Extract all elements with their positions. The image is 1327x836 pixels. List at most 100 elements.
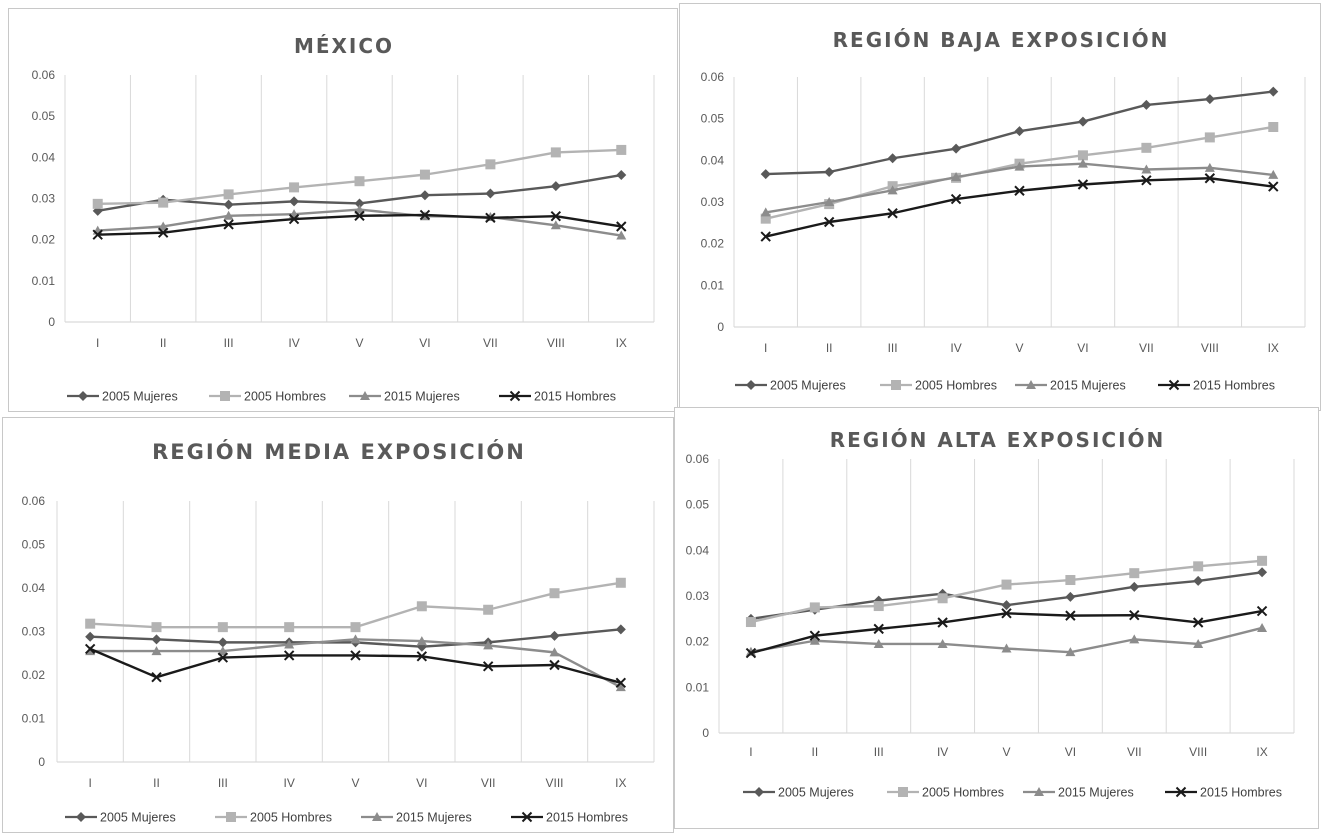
legend-marker-2015-mujeres-baja (1026, 380, 1036, 389)
data-point-2005-mujeres-media (85, 631, 96, 642)
data-point-2005-hombres-alta (1193, 561, 1204, 572)
y-tick-alta: 0.01 (686, 680, 710, 694)
data-point-2015-mujeres-baja (760, 207, 771, 217)
data-point-2015-mujeres-mexico (158, 221, 169, 231)
series-2015-mujeres-alta (745, 622, 1268, 657)
data-point-2015-hombres-mexico (550, 210, 562, 222)
data-point-2005-mujeres-baja (1014, 126, 1025, 137)
data-point-2005-hombres-mexico (223, 189, 234, 200)
y-tick-mexico: 0.02 (32, 233, 56, 247)
data-point-2005-mujeres-media (549, 630, 560, 641)
data-point-2005-hombres-baja (1268, 122, 1279, 132)
data-point-2015-hombres-alta (1065, 610, 1076, 621)
data-point-2015-hombres-media (482, 661, 494, 672)
legend-label-2015-hombres-baja: 2015 Hombres (1193, 379, 1275, 393)
data-point-2005-mujeres-mexico (616, 170, 627, 181)
data-point-2015-hombres-alta (1256, 605, 1268, 617)
data-point-2015-mujeres-baja (1141, 164, 1152, 174)
series-2015-mujeres-media (85, 634, 626, 692)
data-point-2005-mujeres-mexico (223, 199, 234, 210)
data-point-2005-hombres-media (151, 622, 162, 633)
legend-label-2015-mujeres-media: 2015 Mujeres (396, 811, 472, 825)
legend-baja: 2005 Mujeres 2005 Hombres 2015 Mujeres 2015… (735, 379, 1275, 393)
data-point-2005-hombres-media (416, 601, 427, 612)
y-tick-baja: 0 (717, 320, 724, 334)
legend-label-2005-hombres-media: 2005 Hombres (250, 811, 332, 825)
series-2015-hombres-baja (760, 173, 1279, 242)
chart-svg-media: REGIÓN MEDIA EXPOSICIÓN 0 0.01 0.02 0.03 0.04… (22, 439, 655, 825)
x-tick-media: V (351, 776, 359, 790)
x-tick-baja: IV (950, 341, 961, 355)
y-tick-media: 0.03 (22, 625, 46, 639)
x-tick-baja: III (888, 341, 898, 355)
x-tick-alta: VIII (1189, 745, 1207, 759)
data-point-2005-mujeres-baja (1204, 94, 1215, 105)
x-tick-mexico: VI (419, 336, 430, 350)
data-point-2015-hombres-alta (745, 647, 757, 659)
legend-marker-2005-hombres-media (226, 812, 236, 822)
legend-marker-2005-mujeres-alta (754, 787, 764, 797)
chart-panel-alta: REGIÓN ALTA EXPOSICIÓN 0 0.01 0.02 0.03 0.04 0… (674, 407, 1319, 829)
x-tick-alta: II (811, 745, 818, 759)
series-2005-hombres-baja (760, 122, 1279, 224)
x-tick-alta: III (874, 745, 884, 759)
data-point-2015-mujeres-mexico (354, 204, 365, 214)
y-tick-media: 0.04 (22, 581, 46, 595)
legend-label-2005-mujeres-media: 2005 Mujeres (100, 811, 176, 825)
legend-marker-2005-mujeres-baja (746, 380, 756, 390)
legend-marker-2005-mujeres-mexico (78, 391, 88, 401)
x-tick-baja: II (826, 341, 833, 355)
data-point-2015-mujeres-mexico (550, 220, 561, 230)
x-tick-media: VII (481, 776, 496, 790)
data-point-2005-hombres-mexico (158, 197, 169, 208)
x-tick-media: IV (283, 776, 294, 790)
legend-mexico: 2005 Mujeres 2005 Hombres 2015 Mujeres 2015… (67, 390, 616, 404)
data-point-2005-hombres-media (549, 588, 560, 599)
data-point-2005-hombres-baja (1077, 150, 1088, 161)
data-point-2015-mujeres-baja (1268, 169, 1279, 179)
data-point-2005-mujeres-baja (1077, 116, 1088, 127)
data-point-2005-mujeres-baja (760, 169, 771, 180)
data-point-2005-hombres-mexico (419, 169, 430, 180)
y-tick-alta: 0.05 (686, 498, 710, 512)
data-point-2005-hombres-media (284, 622, 295, 633)
data-point-2005-mujeres-mexico (289, 196, 300, 207)
x-tick-mexico: I (96, 336, 99, 350)
x-tick-mexico: IX (616, 336, 627, 350)
legend-marker-2005-hombres-mexico (220, 391, 230, 401)
x-tick-mexico: VII (483, 336, 498, 350)
data-point-2015-hombres-media (217, 652, 229, 663)
data-point-2005-mujeres-alta (1257, 567, 1268, 578)
legend-marker-2005-hombres-baja (891, 380, 901, 390)
data-point-2015-hombres-baja (1204, 173, 1216, 184)
data-point-2015-hombres-mexico (223, 219, 234, 230)
data-point-2005-hombres-alta (873, 601, 884, 612)
data-point-2015-hombres-alta (1129, 609, 1140, 621)
y-tick-baja: 0.05 (701, 112, 725, 126)
series-2005-hombres-mexico (92, 144, 627, 209)
y-tick-mexico: 0.04 (32, 150, 56, 164)
y-tick-media: 0.02 (22, 668, 46, 682)
y-tick-baja: 0.04 (701, 153, 725, 167)
x-tick-mexico: VIII (547, 336, 565, 350)
chart-panel-baja: REGIÓN BAJA EXPOSICIÓN 0 0.01 0.02 0.03 0.04 0… (679, 3, 1321, 411)
data-point-2005-hombres-baja (1141, 142, 1152, 153)
data-point-2015-hombres-media (615, 677, 627, 689)
chart-title-media: REGIÓN MEDIA EXPOSICIÓN (152, 439, 526, 464)
data-point-2015-hombres-mexico (354, 210, 365, 221)
series-2005-mujeres-alta (745, 567, 1268, 624)
data-point-2015-hombres-baja (1268, 181, 1279, 192)
chart-title-alta: REGIÓN ALTA EXPOSICIÓN (830, 428, 1166, 452)
x-tick-baja: I (764, 341, 767, 355)
data-point-2015-mujeres-alta (873, 638, 884, 648)
data-point-2015-hombres-alta (809, 630, 821, 641)
legend-label-2015-hombres-mexico: 2015 Hombres (534, 390, 616, 404)
y-tick-alta: 0.03 (686, 589, 710, 603)
data-point-2005-mujeres-mexico (550, 181, 561, 192)
x-tick-baja: IX (1268, 341, 1279, 355)
series-line-2005-mujeres-alta (750, 571, 1263, 621)
data-point-2015-mujeres-media (85, 646, 96, 656)
y-tick-mexico: 0.03 (32, 192, 56, 206)
data-point-2015-mujeres-media (284, 639, 295, 649)
